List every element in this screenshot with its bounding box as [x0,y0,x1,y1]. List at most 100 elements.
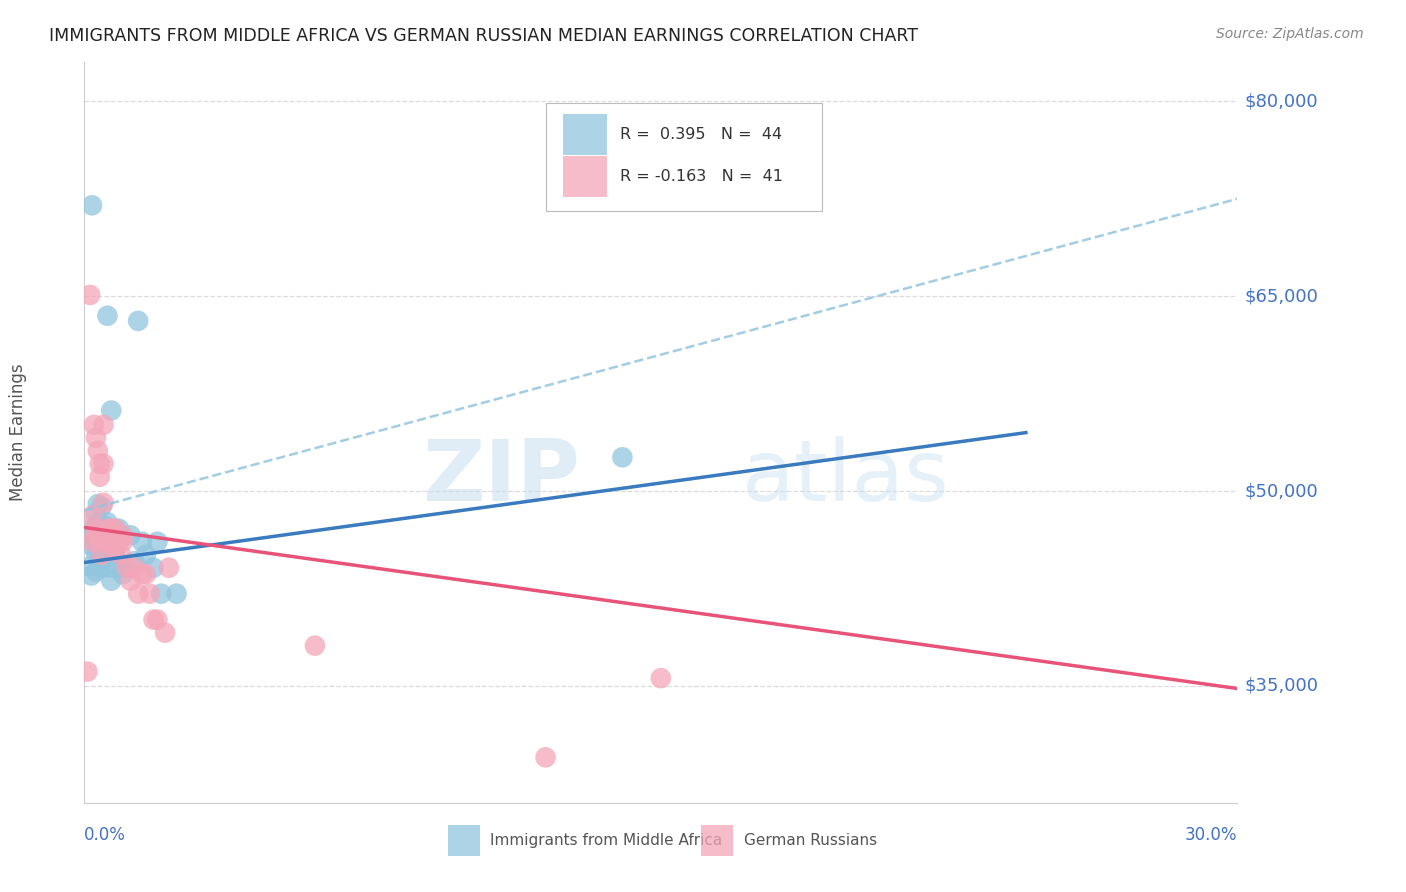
Point [104,541,127,556]
Point [80,568,103,582]
Point [94,519,117,533]
Point [166,587,188,601]
Point [100,560,122,574]
Point [79,559,101,574]
Point [150,587,173,601]
Point [89,559,111,574]
Point [89,533,111,548]
Bar [447,825,479,856]
Point [93,533,115,548]
Text: $65,000: $65,000 [1244,287,1319,305]
Point [84,565,107,579]
Point [111,534,134,549]
Point [84,508,107,522]
Point [157,560,180,574]
Bar [562,156,606,197]
Point [93,496,115,510]
Point [111,560,134,574]
Point [104,522,127,536]
Point [120,574,142,588]
Point [90,500,112,514]
Text: $50,000: $50,000 [1244,482,1319,500]
Point [93,560,115,574]
Point [87,516,110,531]
Point [111,528,134,542]
Point [87,497,110,511]
Point [96,309,118,323]
Text: ZIP: ZIP [422,435,581,518]
Text: German Russians: German Russians [744,833,877,848]
Text: R =  0.395   N =  44: R = 0.395 N = 44 [620,128,783,142]
Point [100,522,122,536]
Point [108,522,131,536]
Text: Source: ZipAtlas.com: Source: ZipAtlas.com [1216,27,1364,41]
Point [83,417,105,432]
Point [93,457,115,471]
Point [84,534,107,549]
Point [79,288,101,302]
Text: $80,000: $80,000 [1244,93,1319,111]
Point [108,534,131,549]
Point [104,548,127,562]
Point [80,539,103,553]
Text: 30.0%: 30.0% [1185,826,1237,844]
Point [138,587,160,601]
Point [111,567,134,582]
Point [115,560,138,574]
Point [153,625,176,640]
Bar [702,825,734,856]
Point [89,548,111,562]
Point [131,567,153,582]
Point [100,403,122,417]
Text: IMMIGRANTS FROM MIDDLE AFRICA VS GERMAN RUSSIAN MEDIAN EARNINGS CORRELATION CHAR: IMMIGRANTS FROM MIDDLE AFRICA VS GERMAN … [49,27,918,45]
Point [104,534,127,549]
Point [89,470,111,484]
Point [93,548,115,562]
Point [83,520,105,534]
Point [127,587,149,601]
Text: Median Earnings: Median Earnings [8,364,27,501]
Point [84,431,107,445]
Point [131,534,153,549]
Point [76,665,98,679]
Text: $35,000: $35,000 [1244,677,1319,695]
Point [115,560,138,574]
Point [87,443,110,458]
Text: atlas: atlas [741,435,949,518]
Point [96,534,118,549]
Point [100,574,122,588]
Point [84,546,107,560]
Point [534,750,557,764]
Point [124,554,146,568]
Point [80,534,103,549]
Bar [562,114,606,155]
Point [120,528,142,542]
Point [612,450,634,465]
Point [96,534,118,549]
Point [93,417,115,432]
Point [84,528,107,542]
Point [127,314,149,328]
Text: Immigrants from Middle Africa: Immigrants from Middle Africa [491,833,723,848]
Point [304,639,326,653]
Point [80,198,103,212]
Point [108,534,131,549]
Point [135,548,157,562]
Point [84,522,107,536]
Point [90,548,112,562]
Point [89,457,111,471]
Point [142,613,165,627]
Point [146,613,169,627]
Point [124,560,146,574]
Point [90,522,112,536]
Point [110,548,132,562]
Text: 0.0%: 0.0% [84,826,127,844]
Text: R = -0.163   N =  41: R = -0.163 N = 41 [620,169,783,185]
Point [89,534,111,549]
Point [96,522,118,536]
Point [135,567,157,582]
Point [104,522,127,536]
Point [80,508,103,523]
FancyBboxPatch shape [546,103,823,211]
Point [96,515,118,529]
